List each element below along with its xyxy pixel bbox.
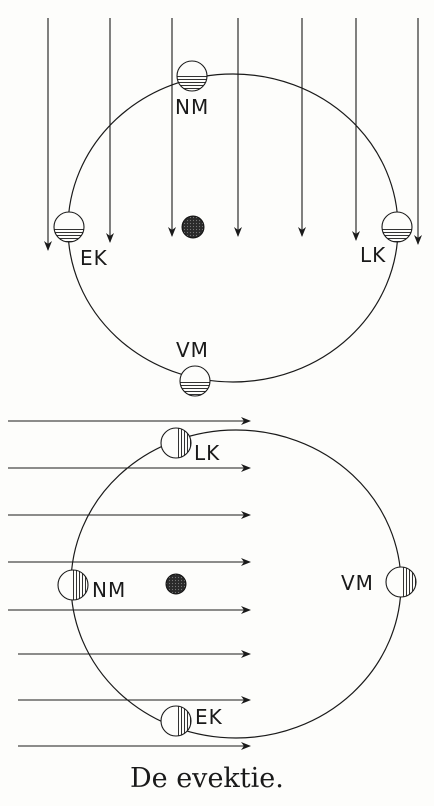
moon-vm-icon xyxy=(385,566,417,598)
moon-orbit xyxy=(67,73,399,383)
moon-ek-icon xyxy=(160,705,192,737)
label-vm-top: VM xyxy=(176,338,209,362)
moon-lk-icon xyxy=(381,211,413,243)
label-lk-top: LK xyxy=(360,243,386,267)
moon-ek-icon xyxy=(53,211,85,243)
figure-caption: De evektie. xyxy=(130,763,284,794)
label-nm-top: NM xyxy=(175,95,209,119)
bottom-diagram: LK NM VM EK xyxy=(8,417,417,750)
label-ek-top: EK xyxy=(80,246,108,270)
moon-vm-icon xyxy=(179,365,211,397)
sun-rays-vertical xyxy=(44,18,422,251)
moon-nm-icon xyxy=(57,569,89,601)
label-lk-bottom: LK xyxy=(194,441,220,465)
earth-icon xyxy=(181,215,205,239)
sun-rays-horizontal xyxy=(8,417,251,750)
moon-lk-icon xyxy=(160,427,192,459)
label-vm-bottom: VM xyxy=(341,571,374,595)
moon-nm-icon xyxy=(176,60,208,92)
label-nm-bottom: NM xyxy=(92,578,126,602)
top-diagram: NM EK LK VM xyxy=(44,18,422,397)
label-ek-bottom: EK xyxy=(195,705,223,729)
earth-icon xyxy=(165,573,187,595)
